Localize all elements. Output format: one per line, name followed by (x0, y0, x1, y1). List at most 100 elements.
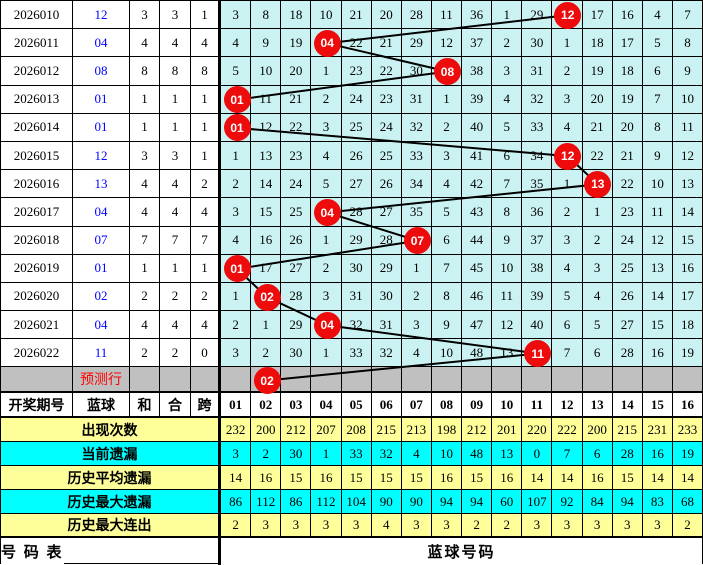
miss-cell: 22 (612, 170, 643, 199)
miss-cell: 30 (281, 339, 312, 368)
stats-value: 6 (582, 442, 613, 467)
miss-cell: 22 (281, 113, 312, 142)
miss-cell: 2 (311, 85, 342, 114)
miss-cell: 9 (672, 57, 702, 86)
span-cell: 1 (191, 141, 218, 171)
combo-cell: 8 (160, 57, 191, 86)
span-cell: 7 (191, 226, 218, 255)
sum-cell: 1 (130, 85, 160, 114)
stats-value: 90 (401, 490, 432, 515)
draw-row: 2026019 01 1 1 1 17 27 2 30 29 1 7 45 10 38 4 3 25 13 16 (1, 254, 702, 283)
stats-value: 16 (311, 466, 342, 491)
miss-cell: 43 (462, 198, 493, 227)
ball-column-header: 07 (401, 393, 432, 419)
miss-cell: 26 (341, 141, 372, 171)
ball-column-header: 13 (582, 393, 613, 419)
prediction-grid-cell (582, 367, 613, 394)
sum-column-header: 和 (130, 393, 160, 419)
miss-cell: 9 (492, 226, 523, 255)
prediction-issue-cell (1, 367, 73, 394)
blue-ball-value: 01 (73, 113, 130, 142)
stats-value: 215 (371, 418, 402, 443)
combo-cell: 4 (160, 198, 191, 227)
sum-cell: 3 (130, 141, 160, 171)
sum-cell: 4 (130, 311, 160, 340)
stats-value: 198 (431, 418, 462, 443)
stats-value: 7 (552, 442, 583, 467)
miss-cell: 29 (401, 29, 432, 58)
miss-cell: 2 (552, 57, 583, 86)
miss-cell: 18 (582, 29, 613, 58)
miss-cell: 1 (492, 1, 523, 30)
miss-cell: 30 (371, 282, 402, 312)
miss-cell (522, 339, 553, 368)
prediction-span-cell (191, 367, 218, 394)
miss-cell: 36 (522, 198, 553, 227)
miss-cell: 38 (522, 254, 553, 283)
blue-ball-value: 01 (73, 254, 130, 283)
miss-cell: 7 (492, 170, 523, 199)
miss-cell: 30 (522, 29, 553, 58)
miss-cell: 11 (431, 1, 462, 30)
stats-value: 2 (672, 514, 702, 539)
ball-column-header: 08 (431, 393, 462, 419)
left-column-headers: 开奖期号 蓝球 和 合 跨 (1, 393, 221, 419)
miss-cell: 22 (341, 29, 372, 58)
miss-cell: 12 (672, 141, 702, 171)
miss-cell: 35 (522, 170, 553, 199)
miss-cell: 21 (371, 29, 402, 58)
miss-cell: 19 (612, 85, 643, 114)
miss-cell: 3 (401, 311, 432, 340)
stats-value: 10 (431, 442, 462, 467)
miss-cell: 6 (552, 311, 583, 340)
span-column-header: 跨 (191, 393, 218, 419)
sum-cell: 4 (130, 29, 160, 58)
miss-cell: 3 (311, 113, 342, 142)
stats-value: 90 (371, 490, 402, 515)
span-cell: 1 (191, 113, 218, 142)
miss-cell: 13 (672, 170, 702, 199)
miss-cell (221, 85, 252, 114)
miss-cell: 36 (462, 1, 493, 30)
miss-cell: 21 (281, 85, 312, 114)
miss-cell: 13 (492, 339, 523, 368)
miss-cell: 6 (642, 57, 673, 86)
prediction-combo-cell (160, 367, 191, 394)
ball-column-header: 09 (462, 393, 493, 419)
miss-cell (552, 1, 583, 30)
ball-column-header: 06 (371, 393, 402, 419)
stats-value: 14 (522, 466, 553, 491)
combo-cell: 3 (160, 1, 191, 30)
stats-value: 3 (582, 514, 613, 539)
miss-cell: 4 (582, 282, 613, 312)
miss-cell: 35 (401, 198, 432, 227)
miss-cell: 7 (642, 85, 673, 114)
stats-row: 历史平均遗漏 14 16 15 16 15 15 15 16 15 16 14 14 16 15 14 14 (1, 466, 702, 491)
draw-row: 2026021 04 4 4 4 2 1 29 32 31 3 9 47 12 40 6 5 27 15 18 (1, 311, 702, 340)
miss-cell: 6 (431, 226, 462, 255)
prediction-sum-cell (130, 367, 160, 394)
miss-cell: 23 (281, 141, 312, 171)
stats-value: 68 (672, 490, 702, 515)
miss-cell: 5 (311, 170, 342, 199)
draw-rows: 2026010 12 3 3 1 3 8 18 10 21 20 28 11 36 1 29 17 16 4 7 202… (1, 1, 702, 368)
issue-cell: 2026015 (1, 141, 73, 171)
miss-cell: 21 (341, 1, 372, 30)
miss-cell: 4 (552, 254, 583, 283)
miss-cell: 1 (221, 141, 252, 171)
miss-cell: 31 (341, 282, 372, 312)
prediction-grid-cell (612, 367, 643, 394)
stats-value: 220 (522, 418, 553, 443)
miss-cell: 10 (251, 57, 282, 86)
issue-cell: 2026011 (1, 29, 73, 58)
miss-cell: 26 (371, 170, 402, 199)
draw-row: 2026017 04 4 4 4 3 15 25 28 27 35 5 43 8 36 2 1 23 11 14 (1, 198, 702, 227)
miss-cell: 1 (431, 85, 462, 114)
issue-cell: 2026014 (1, 113, 73, 142)
stats-value: 13 (492, 442, 523, 467)
miss-cell: 17 (672, 282, 702, 312)
miss-cell: 33 (522, 113, 553, 142)
miss-cell: 40 (522, 311, 553, 340)
miss-cell: 1 (221, 282, 252, 312)
stats-rows: 出现次数 232 200 212 207 208 215 213 198 212 201 220 222… (1, 418, 702, 539)
